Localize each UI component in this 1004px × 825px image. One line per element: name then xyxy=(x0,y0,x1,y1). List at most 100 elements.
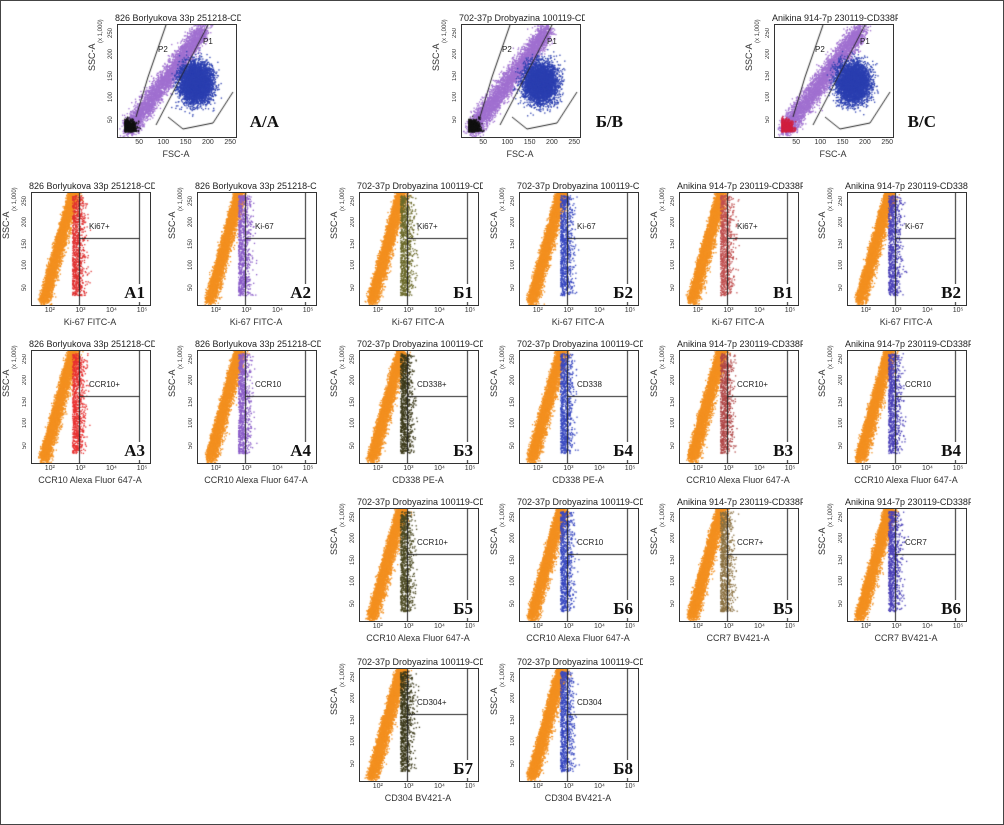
y-tick-label: 250 xyxy=(838,354,844,365)
x-tick-label: 10³ xyxy=(891,307,902,314)
y-tick-label: 200 xyxy=(350,375,356,386)
y-tick-label: 150 xyxy=(350,396,356,407)
gate-label: CCR7 xyxy=(905,538,927,547)
panel-label: A3 xyxy=(122,441,147,460)
y-tick-label: 50 xyxy=(108,116,114,123)
x-tick-label: 10⁵ xyxy=(784,465,796,472)
y-tick-label: 50 xyxy=(350,284,356,291)
x-tick-label: 10² xyxy=(372,623,383,630)
panel-label: B3 xyxy=(771,441,795,460)
chart-panel: Anikina 914-7p 230119-CD338P SSC-A (x 1,00… xyxy=(649,497,803,655)
y-tick-label: 150 xyxy=(510,554,516,565)
x-tick-label: 10⁵ xyxy=(624,465,636,472)
panel-title: 826 Borlyukova 33p 251218-CD xyxy=(195,339,321,349)
y-tick-label: 100 xyxy=(22,259,28,270)
y-tick-label: 50 xyxy=(350,600,356,607)
axis-multiplier: (x 1,000) xyxy=(12,345,18,369)
x-tick-label: 10⁴ xyxy=(594,623,605,630)
panel-title: 702-37p Drobyazina 100119-CD xyxy=(517,497,643,507)
y-tick-label: 50 xyxy=(838,284,844,291)
y-tick-label: 100 xyxy=(350,735,356,746)
y-tick-label: 100 xyxy=(510,417,516,428)
x-axis-label: CCR10 Alexa Fluor 647-A xyxy=(854,475,958,485)
y-tick-label: 50 xyxy=(188,442,194,449)
axis-multiplier: (x 1,000) xyxy=(500,345,506,369)
x-tick-label: 10³ xyxy=(891,623,902,630)
x-tick-label: 10² xyxy=(692,465,703,472)
axis-multiplier: (x 1,000) xyxy=(340,345,346,369)
x-tick-label: 200 xyxy=(546,139,558,146)
axis-multiplier: (x 1,000) xyxy=(12,187,18,211)
panel-label: Б3 xyxy=(451,441,475,460)
y-tick-label: 50 xyxy=(510,600,516,607)
y-tick-label: 200 xyxy=(510,375,516,386)
axis-multiplier: (x 1,000) xyxy=(340,503,346,527)
y-tick-label: 250 xyxy=(510,354,516,365)
y-tick-label: 150 xyxy=(188,238,194,249)
plot-area: CCR7+ xyxy=(679,508,799,622)
axis-multiplier: (x 1,000) xyxy=(660,503,666,527)
x-tick-label: 10⁴ xyxy=(594,783,605,790)
gate-label: Ki-67 xyxy=(255,222,274,231)
panel-title: Anikina 914-7p 230119-CD338P xyxy=(845,497,971,507)
y-tick-label: 150 xyxy=(838,238,844,249)
x-tick-label: 10³ xyxy=(403,307,414,314)
x-axis-label: CCR10 Alexa Fluor 647-A xyxy=(526,633,630,643)
gate-label: CD304+ xyxy=(417,698,447,707)
y-axis-label: SSC-A xyxy=(1,369,11,397)
y-axis-label: SSC-A xyxy=(329,527,339,555)
panel-label: Б5 xyxy=(451,599,475,618)
y-tick-label: 100 xyxy=(188,259,194,270)
x-axis-label: CCR7 BV421-A xyxy=(874,633,938,643)
y-tick-label: 150 xyxy=(670,396,676,407)
y-tick-label: 250 xyxy=(838,196,844,207)
x-tick-label: 10³ xyxy=(403,623,414,630)
x-tick-label: 10² xyxy=(372,465,383,472)
axis-multiplier: (x 1,000) xyxy=(828,187,834,211)
y-tick-label: 50 xyxy=(452,116,458,123)
y-tick-label: 100 xyxy=(670,575,676,586)
x-axis-label: Ki-67 FITC-A xyxy=(879,317,933,327)
chart-panel: 826 Borlyukova 33p 251218-CD SSC-A (x 1,00… xyxy=(87,13,279,171)
y-axis-label: SSC-A xyxy=(167,211,177,239)
gate-label: CD338 xyxy=(577,380,602,389)
y-tick-label: 200 xyxy=(22,217,28,228)
axis-multiplier: (x 1,000) xyxy=(178,187,184,211)
chart-panel: Anikina 914-7p 230119-CD338P SSC-A (x 1,00… xyxy=(744,13,936,171)
panel-label: A2 xyxy=(288,283,313,302)
gate-label: CCR10+ xyxy=(417,538,448,547)
y-tick-label: 200 xyxy=(838,375,844,386)
panel-label: A1 xyxy=(122,283,147,302)
x-tick-label: 10⁵ xyxy=(952,465,964,472)
y-tick-label: 250 xyxy=(670,196,676,207)
axis-multiplier: (x 1,000) xyxy=(500,187,506,211)
x-tick-label: 10² xyxy=(860,465,871,472)
y-tick-label: 250 xyxy=(670,354,676,365)
x-tick-label: 250 xyxy=(881,139,893,146)
x-tick-label: 10⁵ xyxy=(136,307,148,314)
panel-label: Б4 xyxy=(611,441,635,460)
gate-label: CCR7+ xyxy=(737,538,764,547)
axis-multiplier: (x 1,000) xyxy=(500,503,506,527)
plot-area: CCR7 xyxy=(847,508,967,622)
x-tick-label: 10⁴ xyxy=(434,307,445,314)
x-tick-label: 150 xyxy=(179,139,192,146)
x-tick-label: 10⁵ xyxy=(464,465,476,472)
y-tick-label: 100 xyxy=(838,259,844,270)
y-tick-label: 100 xyxy=(670,417,676,428)
panel-title: 826 Borlyukova 33p 251218-C xyxy=(195,181,317,191)
y-tick-label: 200 xyxy=(765,49,771,60)
x-tick-label: 10² xyxy=(210,307,221,314)
y-tick-label: 150 xyxy=(108,70,114,81)
y-tick-label: 100 xyxy=(188,417,194,428)
y-tick-label: 100 xyxy=(350,259,356,270)
x-tick-label: 10⁵ xyxy=(464,783,476,790)
y-tick-label: 250 xyxy=(838,512,844,523)
x-tick-label: 100 xyxy=(814,139,827,146)
y-tick-label: 50 xyxy=(838,442,844,449)
x-tick-label: 10² xyxy=(860,307,871,314)
x-tick-label: 10³ xyxy=(723,623,734,630)
panel-label: Б8 xyxy=(611,759,635,778)
x-tick-label: 10³ xyxy=(723,465,734,472)
y-tick-label: 50 xyxy=(670,284,676,291)
